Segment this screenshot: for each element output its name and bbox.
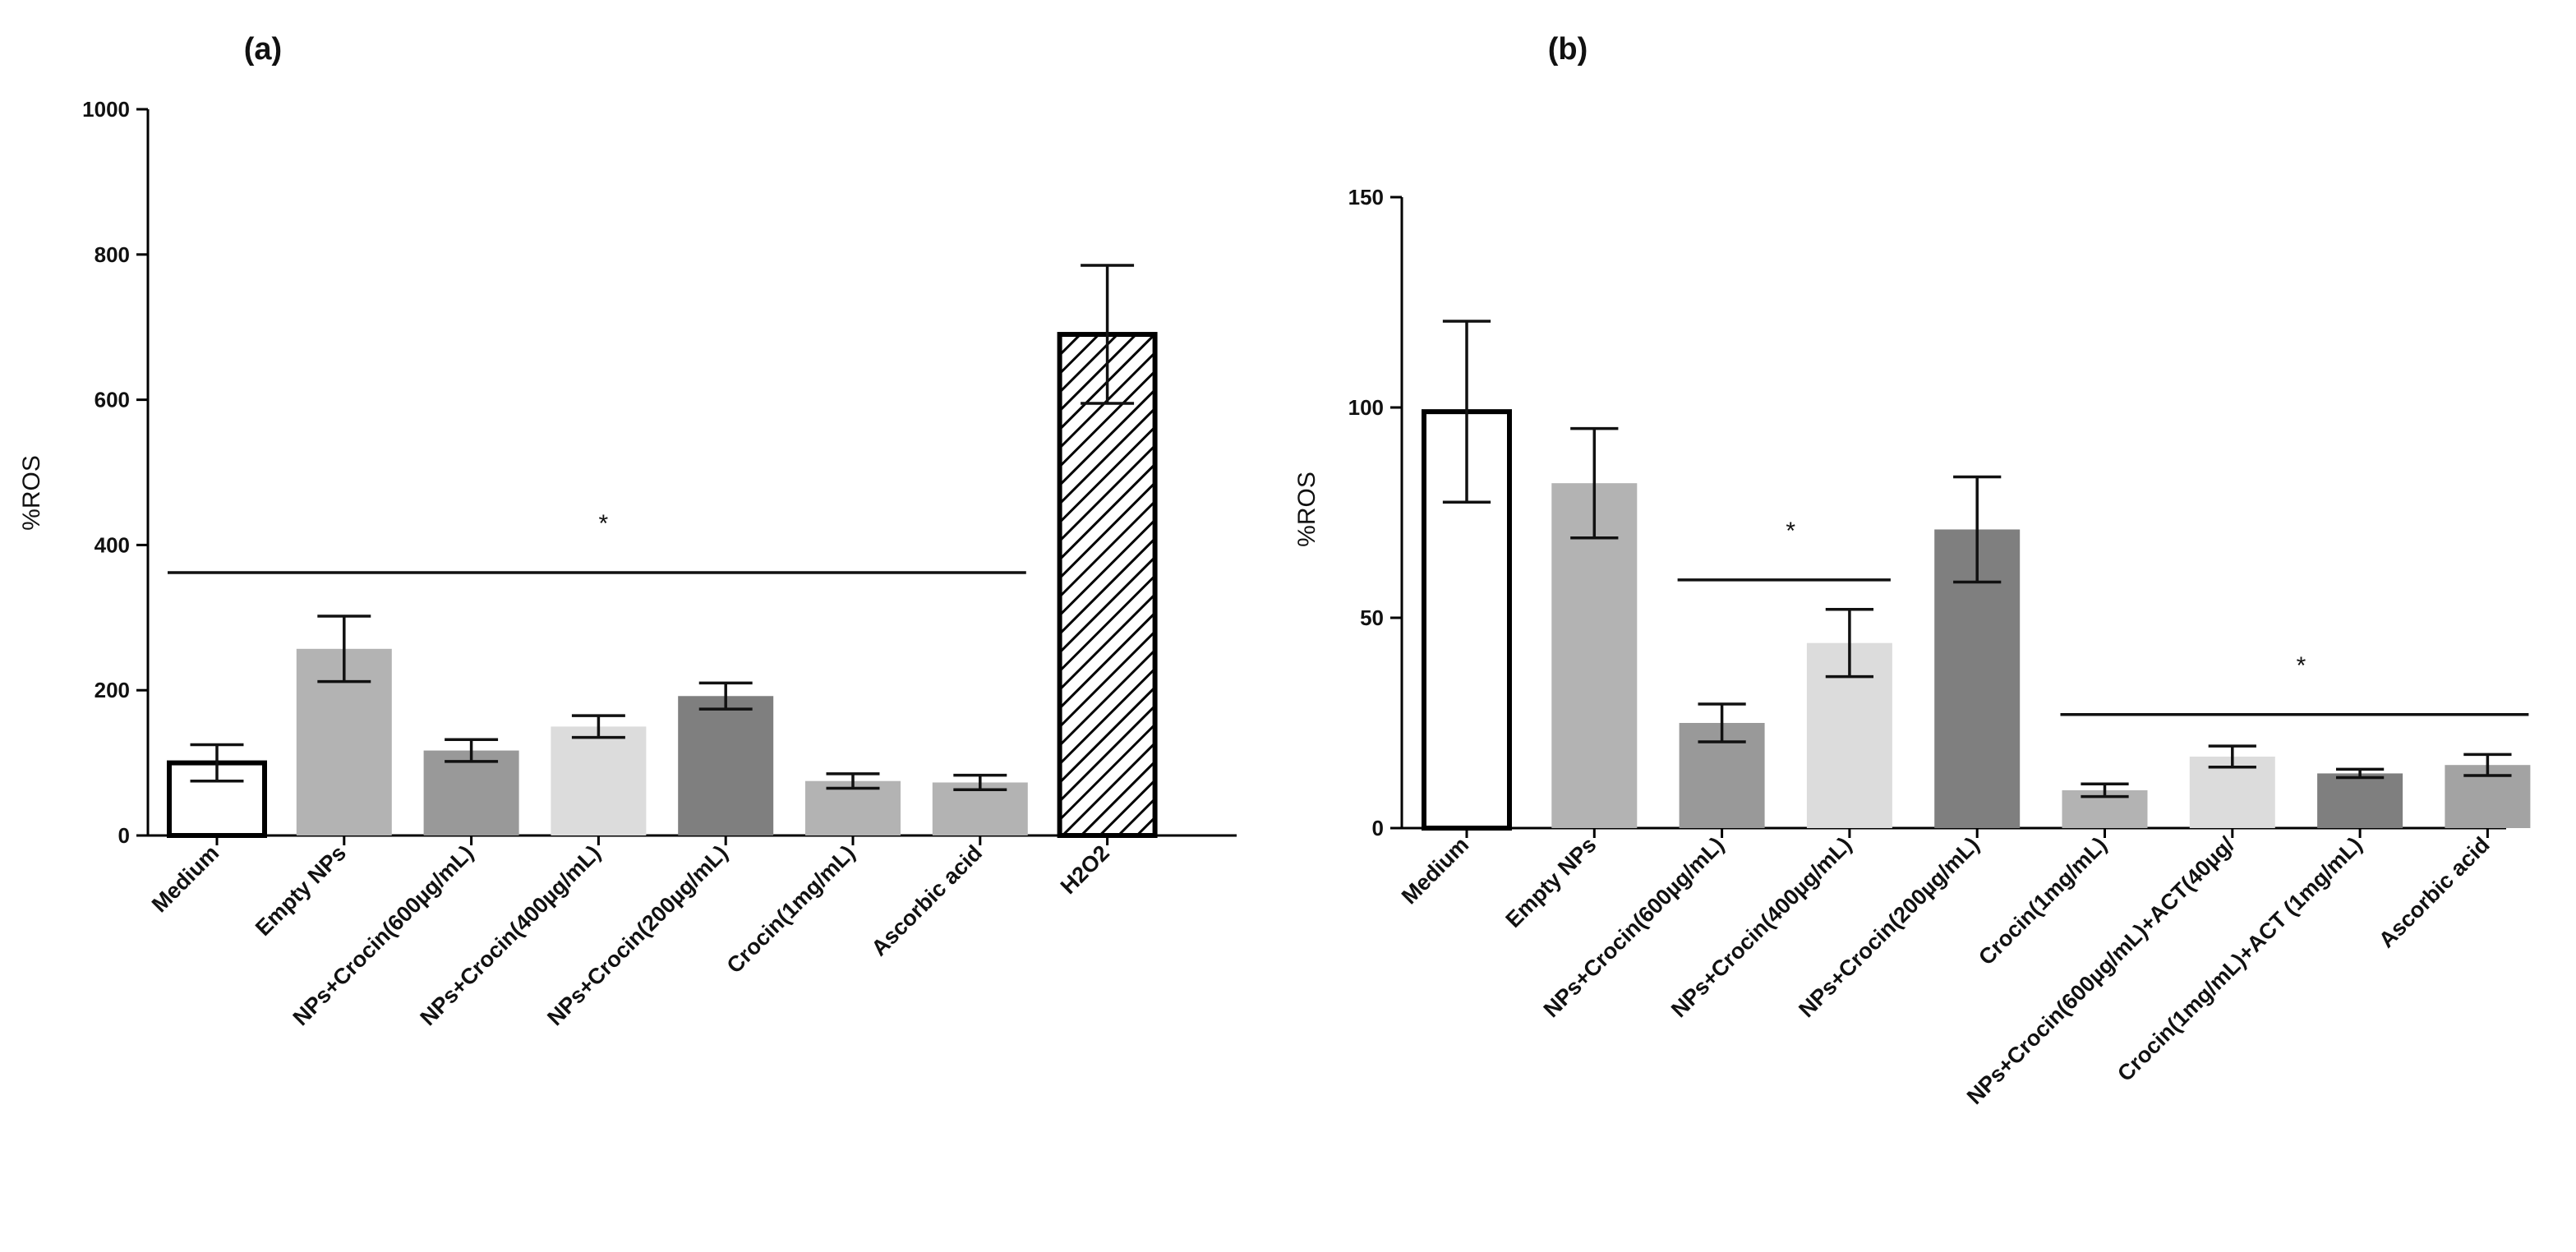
panel-a-error-bar bbox=[698, 681, 753, 711]
panel-b-error-bar bbox=[1953, 475, 2002, 584]
panel-b-category-label: Crocin(1mg/mL) bbox=[1974, 832, 2112, 970]
panel-a-error-bar bbox=[571, 714, 625, 739]
panel-a-category-label: Ascorbic acid bbox=[867, 840, 987, 960]
panel-a-y-tick-label: 200 bbox=[94, 678, 130, 702]
panel-a-label: (a) bbox=[244, 32, 282, 67]
panel-b-category-label: Ascorbic acid bbox=[2374, 832, 2494, 952]
panel-a-bar bbox=[551, 726, 647, 835]
panel-a-category-label: Empty NPs bbox=[251, 840, 351, 941]
panel-b-error-bar bbox=[1570, 426, 1619, 540]
panel-a-significance-star: * bbox=[599, 510, 609, 537]
panel-a-y-tick-label: 800 bbox=[94, 242, 130, 267]
panel-a-bar bbox=[678, 696, 774, 835]
panel-b-chart: (b) %ROS 0 50 100 150 * * Medium Empty NPs NPs… bbox=[1293, 32, 2531, 1109]
panel-b-bar bbox=[2317, 773, 2403, 828]
panel-b-error-bar bbox=[2208, 744, 2256, 769]
panel-b-category-label: Crocin(1mg/mL)+ACT (1mg/mL) bbox=[2113, 832, 2366, 1086]
panel-a-chart: (a) %ROS 0 200 400 600 800 1000 * Medium Empty… bbox=[18, 32, 1237, 1030]
panel-a-category-label: Crocin(1mg/mL) bbox=[722, 840, 860, 978]
panel-a-error-bar bbox=[826, 772, 880, 790]
panel-a-bar bbox=[423, 750, 519, 835]
panel-a-bar bbox=[805, 780, 901, 835]
panel-b-error-bar bbox=[2463, 753, 2512, 777]
panel-b-bar bbox=[1551, 483, 1638, 828]
panel-b-y-tick-label: 0 bbox=[1372, 816, 1384, 840]
panel-b-category-label: Medium bbox=[1397, 832, 1473, 909]
panel-a-y-tick-label: 400 bbox=[94, 532, 130, 557]
panel-b-y-axis-title: %ROS bbox=[1293, 472, 1320, 547]
panel-a-bar bbox=[1057, 332, 1158, 839]
panel-b-error-bar bbox=[2081, 782, 2129, 799]
panel-a-error-bar bbox=[1081, 264, 1135, 405]
panel-b-y-tick-label: 150 bbox=[1348, 185, 1384, 209]
panel-b-category-label: Empty NPs bbox=[1501, 832, 1601, 932]
panel-a-y-tick-label: 600 bbox=[94, 388, 130, 412]
panel-b-error-bar bbox=[2335, 767, 2385, 780]
panel-a-category-label: Medium bbox=[147, 840, 223, 917]
panel-b-bar bbox=[1422, 409, 1512, 831]
panel-b-significance-star: * bbox=[2297, 652, 2306, 679]
panel-a-error-bar bbox=[953, 773, 1007, 792]
panel-b-error-bar bbox=[1442, 320, 1491, 504]
panel-a-category-label: H2O2 bbox=[1056, 840, 1114, 899]
panel-b-error-bar bbox=[1698, 702, 1746, 743]
panel-a-error-bar bbox=[317, 614, 371, 684]
panel-a-error-bar bbox=[445, 738, 499, 763]
panel-a-y-tick-label: 0 bbox=[118, 823, 130, 848]
panel-a-y-tick-label: 1000 bbox=[82, 97, 130, 122]
panel-a-error-bar bbox=[190, 743, 244, 783]
panel-b-significance-star: * bbox=[1786, 518, 1795, 545]
panel-a-y-axis-title: %ROS bbox=[18, 455, 45, 531]
panel-b-label: (b) bbox=[1548, 32, 1588, 67]
panel-b-error-bar bbox=[1825, 608, 1874, 679]
panel-a-bar bbox=[932, 782, 1028, 835]
panel-b-category-label: NPs+Crocin(600µg/mL)+ACT(40µg/ bbox=[1962, 832, 2239, 1109]
panel-b-y-tick-label: 50 bbox=[1360, 605, 1384, 630]
panel-b-y-tick-label: 100 bbox=[1348, 395, 1384, 420]
